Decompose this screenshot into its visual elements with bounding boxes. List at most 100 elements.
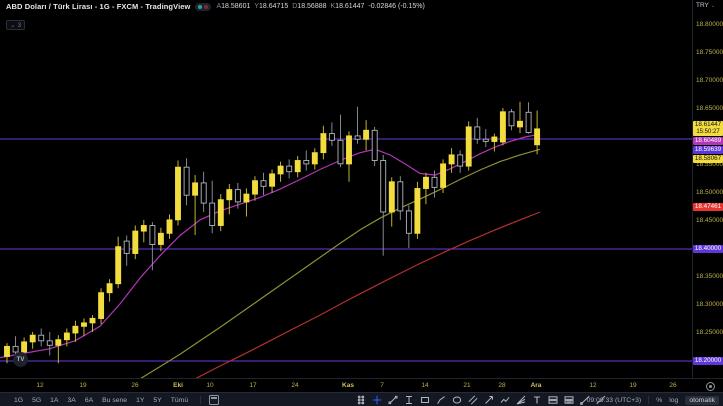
time-axis-label: 26 — [131, 382, 139, 389]
candle-body — [431, 176, 438, 188]
tool-trend-line-icon[interactable] — [387, 395, 398, 406]
candle-body — [149, 225, 156, 245]
ma-slow-red — [195, 211, 541, 378]
tool-text-icon[interactable] — [531, 395, 542, 406]
scale-controls: 09:09:33 (UTC+3) % log otomatik — [587, 393, 719, 406]
candle-body — [166, 219, 173, 234]
change-value: -0.02846 (-0.15%) — [368, 3, 425, 10]
candle-body — [175, 166, 181, 221]
session-clock[interactable]: 09:09:33 (UTC+3) — [586, 396, 642, 404]
percent-scale-button[interactable]: % — [656, 396, 663, 404]
candle-body — [200, 182, 207, 204]
candle-body — [106, 283, 113, 294]
divider — [648, 396, 650, 404]
time-axis-month-label: Kas — [342, 382, 354, 389]
time-axis-label: 14 — [421, 382, 429, 389]
tool-ray-icon[interactable] — [579, 395, 590, 406]
tool-fan-lines-icon[interactable] — [515, 395, 526, 406]
tool-brush-icon[interactable] — [435, 395, 446, 406]
time-axis-label: 19 — [79, 382, 87, 389]
ma-fast-value-badge: 18.60489 — [693, 136, 723, 146]
ma-slow-value-badge: 18.47461 — [693, 202, 723, 212]
candle-body — [72, 325, 79, 334]
candle-body — [157, 232, 164, 245]
candlestick-chart — [0, 101, 692, 378]
candle-body — [388, 181, 395, 213]
source-toggle-pill[interactable] — [195, 2, 212, 11]
tool-rectangle-icon[interactable] — [419, 395, 430, 406]
candle-body — [534, 128, 541, 146]
candle-body — [423, 176, 429, 189]
candle-body — [354, 135, 361, 140]
time-axis-month-label: Ara — [530, 382, 542, 389]
log-scale-button[interactable]: log — [669, 396, 679, 404]
tool-freehand-icon[interactable] — [595, 395, 606, 406]
timeframe-button-1g[interactable]: 1G — [14, 396, 24, 404]
symbol-title[interactable]: ABD Doları / Türk Lirası - 1G - FXCM - T… — [6, 2, 191, 11]
candle-body — [243, 193, 250, 203]
candle-body — [465, 126, 472, 167]
price-axis-label: 18.45000 — [696, 217, 723, 225]
candle-body — [132, 230, 139, 254]
candle-body — [294, 160, 301, 173]
tool-long-position-icon[interactable] — [547, 395, 558, 406]
candle-body — [21, 341, 28, 353]
chevron-down-icon: ⌄ — [10, 22, 16, 29]
timeframe-button-3a[interactable]: 3A — [67, 396, 76, 404]
time-axis-label: 12 — [36, 382, 44, 389]
price-axis[interactable]: TRY ⌄ 18.80000 18.75000 18.70000 18.65000 18… — [692, 0, 723, 378]
price-axis-currency[interactable]: TRY ⌄ — [696, 2, 716, 9]
candle-body — [337, 139, 344, 165]
tool-date-price-range-icon[interactable] — [403, 395, 414, 406]
candle-body — [12, 345, 19, 353]
candle-body — [380, 160, 387, 213]
tool-drag-handle-icon[interactable] — [355, 395, 366, 406]
auto-scale-button[interactable]: otomatik — [685, 395, 719, 405]
candle-body — [311, 152, 318, 165]
candle-body — [4, 345, 10, 357]
bottom-toolbar: 1G 5G 1A 3A 6A Bu sene 1Y 5Y Tümü 09:09:33 (UTC+… — [0, 392, 723, 406]
time-axis[interactable]: 12 19 26 Eki 10 17 24 Kas 7 14 21 28 Ara 12 19 26 — [0, 378, 723, 393]
timeframe-button-1y[interactable]: 1Y — [136, 396, 145, 404]
tool-arrow-icon[interactable] — [483, 395, 494, 406]
candle-body — [363, 129, 370, 140]
timeframe-button-tümü[interactable]: Tümü — [170, 396, 189, 404]
maroon-dot-icon — [204, 4, 209, 9]
candle-body — [457, 154, 464, 167]
tool-polyline-icon[interactable] — [499, 395, 510, 406]
candle-body — [508, 111, 515, 127]
bar-close-countdown: 15:50:27 — [696, 129, 720, 136]
ma-mid-olive — [140, 148, 541, 378]
candle-body — [217, 199, 224, 226]
tool-ellipse-icon[interactable] — [451, 395, 462, 406]
horizontal-line-1820-badge: 18.20000 — [693, 356, 723, 366]
go-to-date-calendar-icon[interactable] — [209, 395, 219, 405]
timeframe-button-5g[interactable]: 5G — [32, 396, 42, 404]
ma-mid-value-badge: 18.58067 — [693, 154, 723, 164]
timeframe-button-5y[interactable]: 5Y — [153, 396, 162, 404]
tradingview-logo[interactable]: TV — [13, 352, 28, 367]
candle-body — [499, 111, 506, 143]
candle-body — [286, 165, 293, 173]
tool-crosshair-icon[interactable] — [371, 395, 382, 406]
timeframe-button-6a[interactable]: 6A — [84, 396, 94, 404]
time-axis-label: 7 — [380, 382, 384, 389]
timeframe-button-1a[interactable]: 1A — [50, 396, 59, 404]
price-axis-label: 18.50000 — [696, 189, 723, 197]
candle-body — [29, 334, 36, 343]
candle-body — [405, 210, 412, 234]
legend-collapse-button[interactable]: ⌄ 3 — [6, 20, 26, 30]
ohlc-readout: A18.58601 Y18.64715 D18.56888 K18.61447 … — [216, 3, 425, 10]
chart-area[interactable]: ABD Doları / Türk Lirası - 1G - FXCM - T… — [0, 0, 692, 378]
legend: ABD Doları / Türk Lirası - 1G - FXCM - T… — [6, 2, 425, 32]
timeframe-button-bu-sene[interactable]: Bu sene — [102, 396, 128, 404]
candle-body — [448, 154, 455, 165]
axis-settings-gear-icon[interactable] — [706, 382, 715, 391]
tool-short-position-icon[interactable] — [563, 395, 574, 406]
candle-body — [491, 136, 498, 142]
time-axis-month-label: Eki — [173, 382, 183, 389]
candle-body — [81, 322, 87, 327]
tool-parallel-channel-icon[interactable] — [467, 395, 478, 406]
candle-body — [63, 332, 70, 341]
candle-body — [234, 189, 241, 203]
